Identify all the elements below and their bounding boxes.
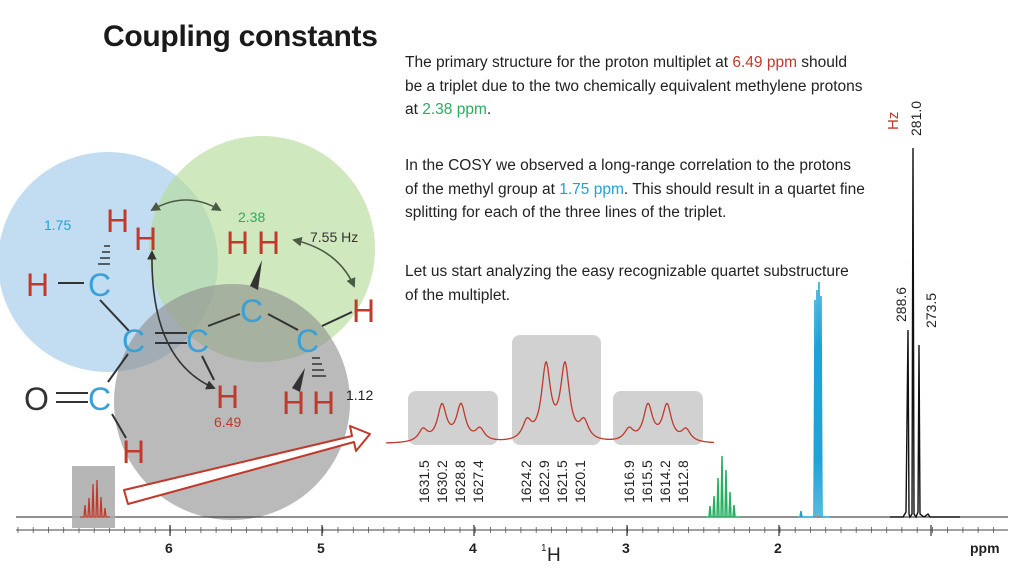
- shift-label-ch2: 2.38: [238, 209, 265, 225]
- atom-h-c3: H: [216, 379, 239, 415]
- hz-unit-label: Hz: [885, 112, 902, 130]
- shift-label-methyl: 1.75: [44, 217, 71, 233]
- quartet-box-3: [613, 391, 703, 445]
- quartet-box-1: [408, 391, 498, 445]
- multiplet-label: 1627.4: [470, 460, 486, 503]
- hz-peak-label-top: 281.0: [908, 101, 924, 136]
- atom-c5: C: [296, 323, 319, 359]
- bond-c2-c6: [107, 353, 129, 383]
- wedge-ch3: [292, 368, 305, 392]
- atom-c1: C: [88, 267, 111, 303]
- axis-nucleus: H: [547, 545, 561, 566]
- bond-c4-c5: [267, 313, 299, 331]
- p1-text-e: .: [486, 101, 492, 118]
- multiplet-label: 1624.2: [518, 460, 534, 503]
- wedge-ch2: [250, 260, 262, 290]
- multiplet-label: 1612.8: [675, 460, 691, 503]
- atom-h-ch2-2: H: [257, 225, 280, 261]
- atom-h-methyl-1: H: [106, 203, 129, 239]
- hz-peak-label-right: 273.5: [923, 293, 939, 328]
- shift-label-ch3: 1.12: [346, 387, 373, 403]
- multiplet-label: 1615.5: [639, 460, 655, 503]
- tick-label-6: 6: [165, 540, 173, 556]
- multiplet-label: 1630.2: [434, 460, 450, 503]
- multiplet-label: 1631.5: [416, 460, 432, 503]
- tick-label-2: 2: [774, 540, 782, 556]
- p2-text-a: In the COSY we observed a long-range cor…: [405, 157, 852, 198]
- axis-nucleus-sup: 1: [541, 543, 547, 554]
- atom-o: O: [24, 381, 49, 417]
- slide-title: Coupling constants: [103, 20, 378, 53]
- atom-c2: C: [122, 323, 145, 359]
- p1-shift-238: 2.38 ppm: [422, 101, 487, 118]
- bond-c6-h: [111, 413, 127, 439]
- zoom-arrow: [123, 425, 371, 505]
- atom-c3: C: [186, 323, 209, 359]
- axis-minor-ticks: [17, 527, 994, 533]
- tick-label-3: 3: [622, 540, 630, 556]
- peak-methyl-cyan: [798, 281, 830, 518]
- atom-h-methyl-3: H: [26, 267, 49, 303]
- atom-c6: C: [88, 381, 111, 417]
- quartet-box-2: [512, 335, 601, 445]
- axis-unit: ppm: [970, 540, 1000, 556]
- coupling-arrow: [292, 237, 356, 288]
- p1-shift-649: 6.49 ppm: [732, 54, 797, 71]
- p1-text-a: The primary structure for the proton mul…: [405, 54, 733, 71]
- p1-text-c: should be a triplet due to the two chemi…: [405, 54, 863, 118]
- atom-h-terminal: H: [352, 293, 375, 329]
- peak-ch2-green: [706, 455, 740, 518]
- atom-h-aldehyde: H: [122, 434, 145, 470]
- paragraph-triplet: The primary structure for the proton mul…: [405, 51, 865, 122]
- atom-h-ch3-1: H: [282, 385, 305, 421]
- bond-c2-c1: [99, 299, 131, 333]
- multiplet-label: 1622.9: [536, 460, 552, 503]
- p2-shift-175: 1.75 ppm: [559, 180, 624, 198]
- tick-label-4: 4: [469, 540, 477, 556]
- atom-h-ch3-2: H: [312, 385, 335, 421]
- peak-649-small: [80, 479, 110, 518]
- shift-label-649: 6.49: [214, 414, 241, 430]
- cosy-arrow: [150, 199, 222, 211]
- paragraph-cosy: In the COSY we observed a long-range cor…: [405, 154, 865, 225]
- paragraph-quartet: Let us start analyzing the easy recogniz…: [405, 263, 849, 304]
- atom-h-methyl-2: H: [134, 221, 157, 257]
- multiplet-label: 1616.9: [621, 460, 637, 503]
- p2-text-c: . This should result in a quartet fine s…: [405, 180, 865, 222]
- multiplet-labels: 1631.5 1630.2 1628.8 1627.4 1624.2 1622.9 1621…: [416, 460, 691, 503]
- coupling-label: 7.55 Hz: [310, 229, 358, 245]
- peak-ch3-black: [890, 147, 960, 519]
- long-range-arrow: [147, 250, 216, 390]
- multiplet-label: 1621.5: [554, 460, 570, 503]
- multiplet-label: 1628.8: [452, 460, 468, 503]
- tick-label-5: 5: [317, 540, 325, 556]
- multiplet-label: 1614.2: [657, 460, 673, 503]
- atom-c4: C: [240, 293, 263, 329]
- hz-peak-label-left: 288.6: [893, 287, 909, 322]
- atom-h-ch2-1: H: [226, 225, 249, 261]
- bond-c5-h: [321, 311, 353, 327]
- expanded-multiplet-trace: [386, 360, 714, 444]
- multiplet-label: 1620.1: [572, 460, 588, 503]
